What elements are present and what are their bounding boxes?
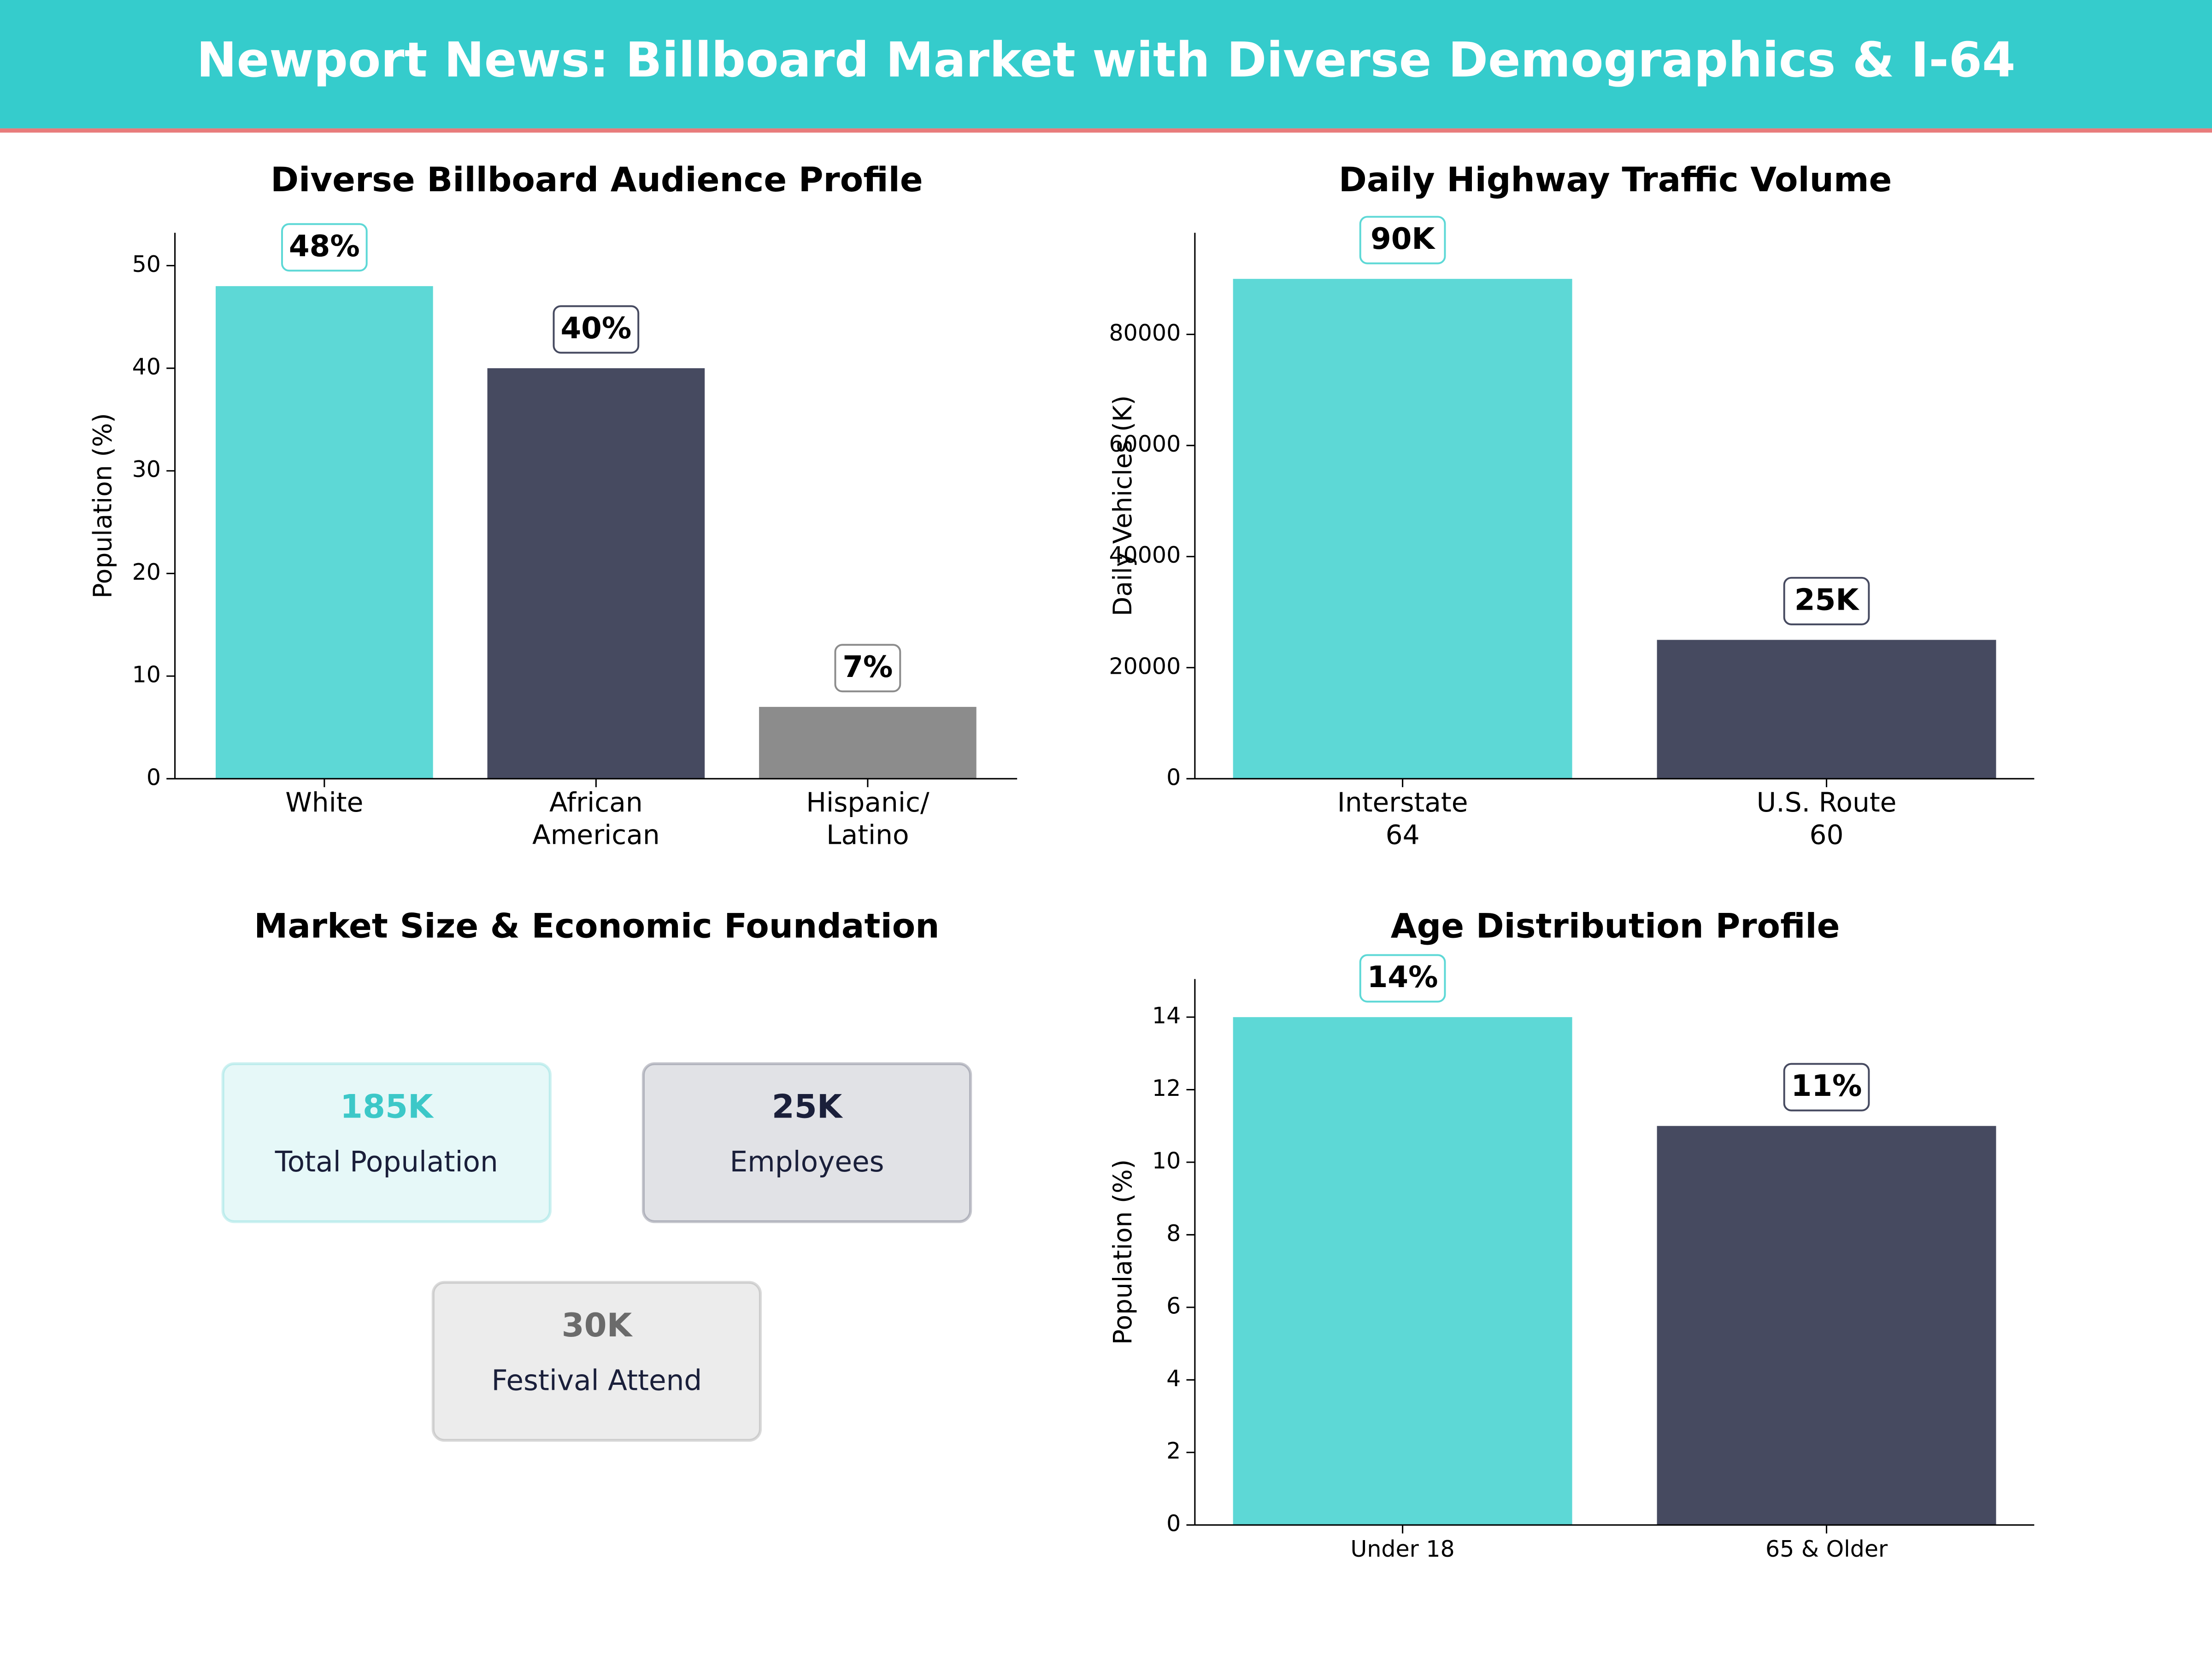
bar (759, 706, 977, 779)
y-tick-label: 30 (132, 456, 161, 482)
value-label: 48% (289, 229, 360, 264)
y-tick-label: 12 (1152, 1075, 1181, 1101)
bar (1233, 1017, 1572, 1525)
y-tick-label: 10 (1152, 1148, 1181, 1174)
bar (1233, 279, 1572, 779)
chart-title: Daily Highway Traffic Volume (1339, 160, 1892, 200)
header-rule (0, 128, 2212, 133)
value-label: 25K (1794, 582, 1859, 617)
y-tick-label: 40000 (1109, 542, 1181, 568)
value-label: 90K (1371, 222, 1435, 256)
y-tick-label: 0 (1166, 764, 1181, 790)
y-tick-label: 20 (132, 559, 161, 585)
y-tick-label: 6 (1166, 1293, 1181, 1319)
y-tick-label: 10 (132, 662, 161, 688)
kpi-label: Festival Attend (492, 1365, 702, 1397)
bar (1657, 640, 1996, 779)
value-label-box (1359, 954, 1446, 1003)
bar (216, 286, 433, 779)
x-tick-label: Hispanic/Latino (806, 787, 930, 850)
y-tick-label: 2 (1166, 1438, 1181, 1464)
y-tick-label: 80000 (1109, 320, 1181, 346)
kpi-label: Total Population (275, 1146, 498, 1178)
x-tick-label: 65 & Older (1765, 1536, 1888, 1562)
value-label-box (1783, 577, 1870, 625)
kpi-value: 30K (562, 1306, 633, 1344)
bar (487, 368, 705, 779)
kpi-label: Employees (729, 1146, 884, 1178)
y-tick-label: 40 (132, 354, 161, 380)
kpi-card (641, 1062, 972, 1224)
value-label: 7% (842, 650, 893, 684)
kpi-value: 185K (340, 1088, 434, 1126)
y-tick-label: 50 (132, 251, 161, 277)
value-label-box (834, 644, 901, 693)
value-label-box (553, 305, 640, 354)
y-tick-label: 0 (147, 764, 161, 790)
x-tick-label: African American (532, 787, 660, 850)
kpi-card (221, 1062, 552, 1224)
value-label: 40% (560, 311, 631, 346)
page-title: Newport News: Billboard Market with Dive… (197, 32, 2016, 88)
y-axis-label: Daily Vehicles (K) (1108, 395, 1137, 616)
chart-title: Age Distribution Profile (1391, 906, 1840, 946)
bar (1657, 1126, 1996, 1525)
value-label-box (281, 223, 368, 272)
y-axis-label: Population (%) (1108, 1159, 1137, 1345)
value-label: 14% (1367, 960, 1438, 994)
x-tick-label: White (285, 787, 363, 818)
chart-title: Market Size & Economic Foundation (254, 906, 939, 946)
kpi-value: 25K (772, 1088, 843, 1126)
y-tick-label: 60000 (1109, 431, 1181, 457)
value-label-box (1359, 216, 1446, 265)
y-axis-label: Population (%) (88, 413, 118, 598)
chart-title: Diverse Billboard Audience Profile (271, 160, 923, 200)
x-tick-label: Interstate 64 (1337, 787, 1468, 850)
y-tick-label: 14 (1152, 1003, 1181, 1029)
kpi-card (431, 1281, 762, 1442)
header-band (0, 0, 2212, 129)
y-tick-label: 4 (1166, 1365, 1181, 1392)
x-tick-label: Under 18 (1351, 1536, 1455, 1562)
y-tick-label: 8 (1166, 1220, 1181, 1247)
value-label-box (1783, 1063, 1870, 1112)
x-tick-label: U.S. Route 60 (1757, 787, 1897, 850)
y-tick-label: 0 (1166, 1511, 1181, 1537)
value-label: 11% (1791, 1069, 1862, 1103)
y-tick-label: 20000 (1109, 653, 1181, 679)
